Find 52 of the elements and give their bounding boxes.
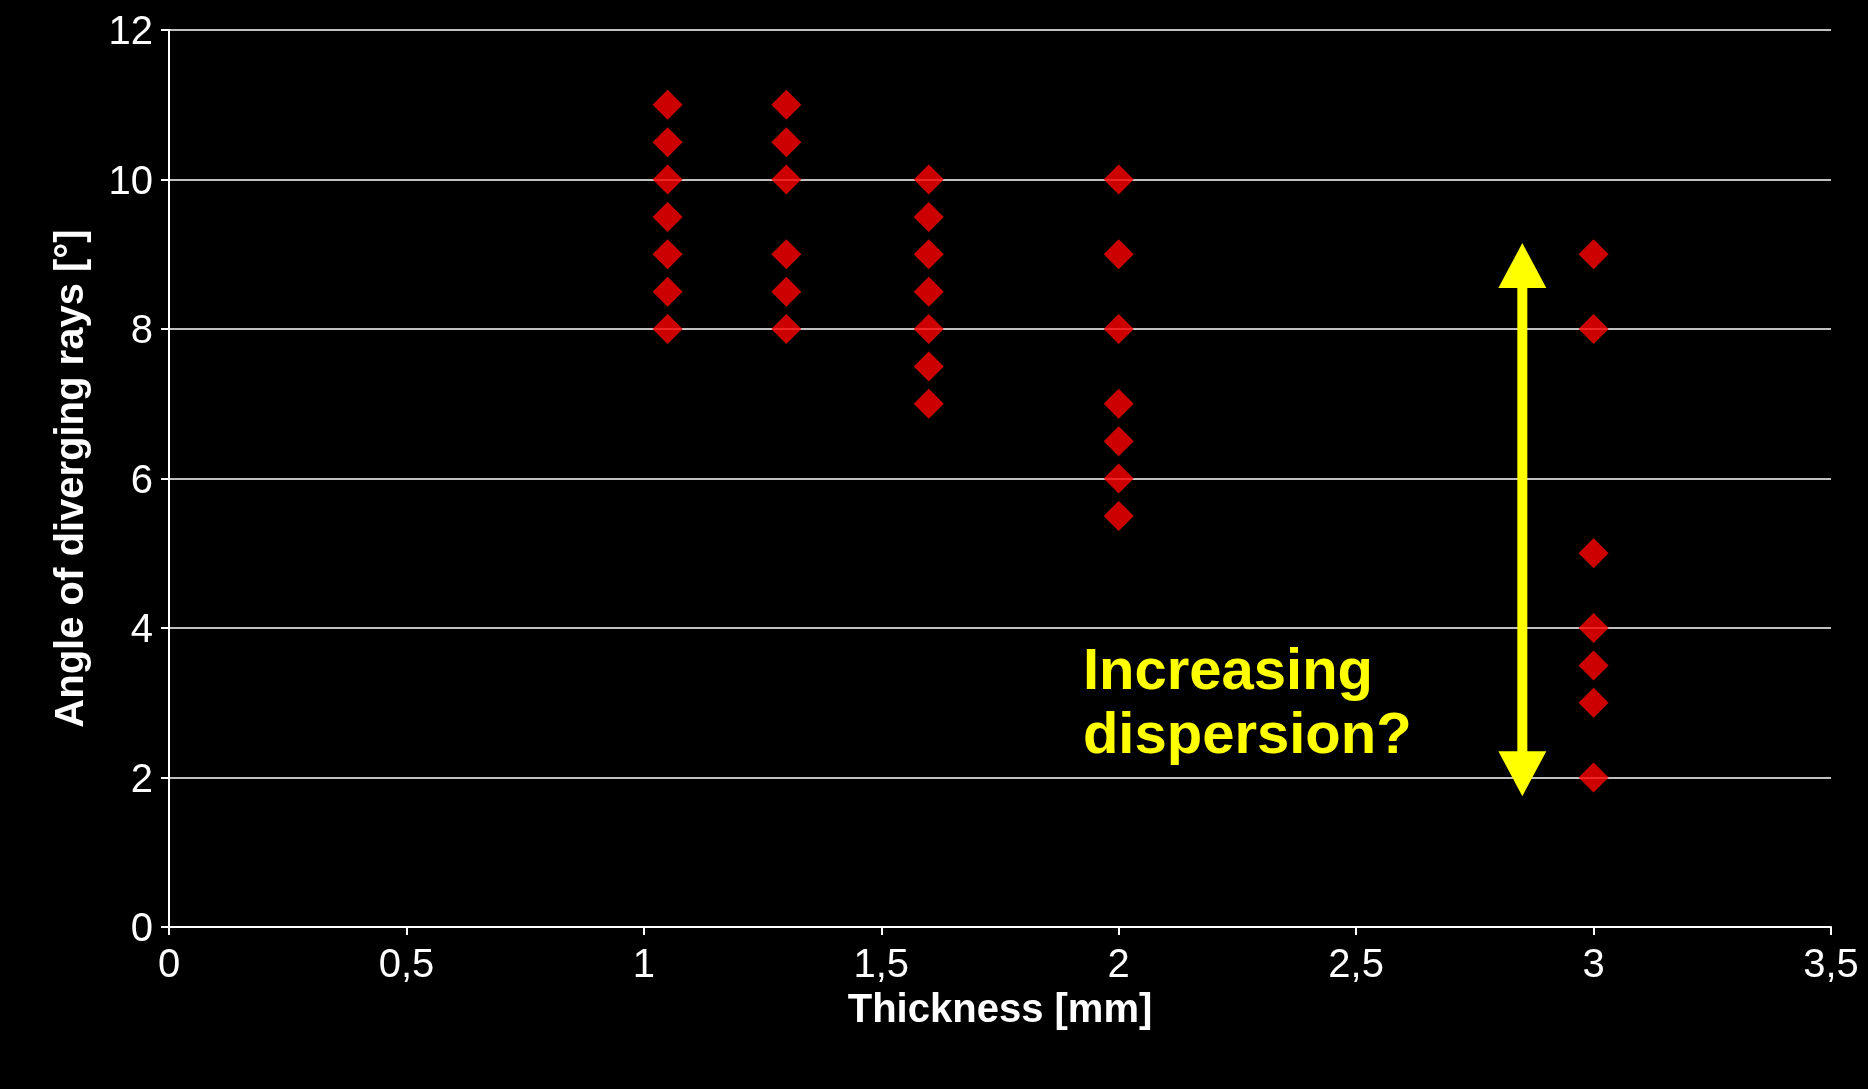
point (771, 276, 802, 307)
point (913, 164, 944, 195)
point (1578, 762, 1609, 793)
point (771, 239, 802, 270)
point (771, 89, 802, 120)
y-tick-label: 12 (108, 8, 153, 52)
point (1578, 613, 1609, 643)
point (913, 388, 944, 419)
point (652, 89, 683, 120)
point (652, 314, 683, 344)
point (652, 201, 683, 232)
annotation: Increasing dispersion? (1074, 635, 1420, 768)
y-tick-label: 2 (130, 755, 153, 800)
point (771, 314, 802, 344)
point (1103, 388, 1134, 419)
point (1578, 687, 1609, 718)
y-tick-label: 0 (130, 905, 153, 949)
point (771, 164, 802, 195)
point (1578, 538, 1609, 569)
point (652, 239, 683, 270)
point (913, 276, 944, 307)
point (1103, 164, 1134, 195)
x-tick-label: 3 (1582, 941, 1605, 985)
point (1578, 314, 1609, 344)
point (913, 351, 944, 382)
point (652, 164, 683, 195)
x-tick-label: 1 (632, 941, 655, 985)
point (771, 127, 802, 158)
x-tick-label: 1,5 (853, 941, 910, 985)
x-tick-label: 0,5 (378, 941, 435, 985)
y-tick-label: 8 (130, 307, 153, 351)
y-tick-label: 6 (130, 456, 153, 501)
point (652, 276, 683, 307)
x-axis-title: Thickness [mm] (847, 985, 1153, 1030)
point (1103, 314, 1134, 344)
y-tick-label: 10 (108, 157, 153, 202)
point (1578, 650, 1609, 681)
point (913, 239, 944, 270)
x-tick-label: 2 (1107, 941, 1130, 985)
y-tick-label: 4 (130, 606, 153, 650)
x-tick-label: 3,5 (1803, 941, 1859, 985)
point (652, 127, 683, 158)
y-axis-title: Angle of diverging rays [°] (47, 229, 91, 728)
point (1103, 239, 1134, 270)
point (1103, 500, 1134, 531)
x-tick-label: 0 (157, 941, 181, 985)
x-tick-label: 2,5 (1328, 941, 1384, 985)
point (913, 314, 944, 344)
point (1578, 239, 1609, 270)
point (1103, 426, 1134, 457)
point (913, 201, 944, 232)
point (1103, 463, 1134, 494)
